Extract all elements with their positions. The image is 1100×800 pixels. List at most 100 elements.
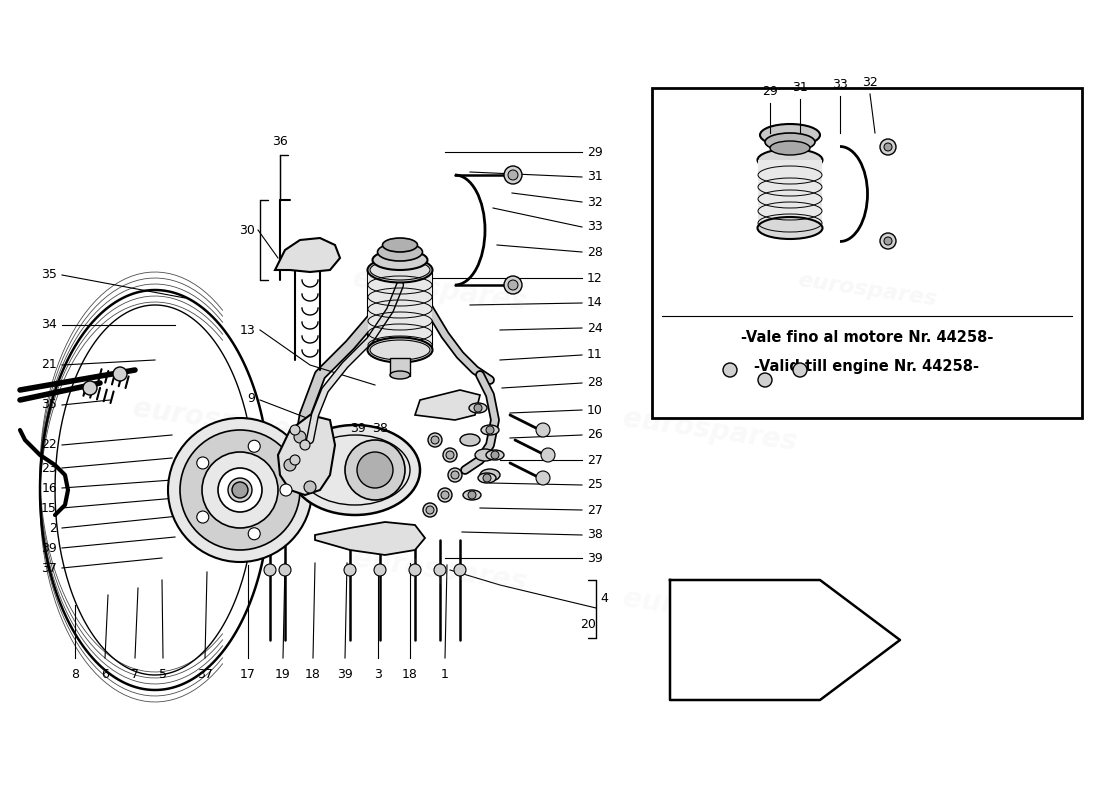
Ellipse shape: [367, 338, 432, 362]
Circle shape: [113, 367, 127, 381]
Circle shape: [82, 381, 97, 395]
Circle shape: [409, 564, 421, 576]
Text: 28: 28: [587, 377, 603, 390]
Ellipse shape: [770, 141, 810, 155]
Ellipse shape: [481, 425, 499, 435]
Circle shape: [431, 436, 439, 444]
Circle shape: [880, 139, 896, 155]
Ellipse shape: [478, 473, 496, 483]
Circle shape: [884, 237, 892, 245]
Text: 11: 11: [587, 349, 603, 362]
Circle shape: [443, 448, 456, 462]
Circle shape: [541, 448, 556, 462]
Text: 13: 13: [240, 323, 255, 337]
Text: eurospares: eurospares: [351, 544, 529, 596]
Text: 27: 27: [587, 454, 603, 466]
Text: 31: 31: [587, 170, 603, 183]
Circle shape: [284, 459, 296, 471]
Text: -Vale fino al motore Nr. 44258-: -Vale fino al motore Nr. 44258-: [740, 330, 993, 346]
Circle shape: [880, 233, 896, 249]
Circle shape: [468, 491, 476, 499]
Polygon shape: [670, 580, 900, 700]
Circle shape: [438, 488, 452, 502]
Text: 35: 35: [41, 269, 57, 282]
Ellipse shape: [475, 449, 495, 461]
Text: 38: 38: [587, 529, 603, 542]
Text: 10: 10: [587, 403, 603, 417]
Circle shape: [280, 484, 292, 496]
Circle shape: [486, 426, 494, 434]
Circle shape: [428, 433, 442, 447]
Text: 33: 33: [832, 78, 848, 91]
Text: 33: 33: [587, 221, 603, 234]
Text: 37: 37: [197, 668, 213, 681]
Text: 23: 23: [42, 462, 57, 474]
Text: 27: 27: [587, 503, 603, 517]
Circle shape: [228, 478, 252, 502]
Ellipse shape: [373, 250, 428, 270]
Text: 19: 19: [275, 668, 290, 681]
Text: 17: 17: [240, 668, 256, 681]
Text: eurospares: eurospares: [690, 621, 850, 659]
Circle shape: [304, 481, 316, 493]
Polygon shape: [315, 522, 425, 555]
Text: 2: 2: [50, 522, 57, 534]
Circle shape: [536, 471, 550, 485]
Text: 30: 30: [239, 223, 255, 237]
Ellipse shape: [383, 238, 418, 252]
Ellipse shape: [463, 490, 481, 500]
Circle shape: [180, 430, 300, 550]
Ellipse shape: [486, 450, 504, 460]
Circle shape: [491, 451, 499, 459]
Circle shape: [290, 425, 300, 435]
Circle shape: [294, 431, 306, 443]
Circle shape: [168, 418, 312, 562]
Ellipse shape: [377, 243, 422, 261]
Circle shape: [197, 457, 209, 469]
Text: 29: 29: [587, 146, 603, 158]
Ellipse shape: [460, 434, 480, 446]
Circle shape: [758, 373, 772, 387]
Circle shape: [793, 363, 807, 377]
Text: 26: 26: [587, 429, 603, 442]
Ellipse shape: [290, 425, 420, 515]
Circle shape: [483, 474, 491, 482]
FancyBboxPatch shape: [652, 88, 1082, 418]
Ellipse shape: [758, 149, 823, 171]
Circle shape: [448, 468, 462, 482]
Text: 32: 32: [587, 195, 603, 209]
Circle shape: [884, 143, 892, 151]
Circle shape: [723, 363, 737, 377]
Circle shape: [202, 452, 278, 528]
Circle shape: [345, 440, 405, 500]
Text: 7: 7: [131, 668, 139, 681]
Text: 1: 1: [441, 668, 449, 681]
Ellipse shape: [367, 258, 432, 282]
Text: 29: 29: [762, 85, 778, 98]
Circle shape: [358, 452, 393, 488]
Text: 5: 5: [160, 668, 167, 681]
Ellipse shape: [760, 124, 820, 146]
Text: 3: 3: [374, 668, 382, 681]
Text: 38: 38: [372, 422, 388, 435]
Ellipse shape: [469, 403, 487, 413]
Circle shape: [279, 564, 292, 576]
Text: eurospares: eurospares: [131, 394, 309, 446]
Circle shape: [504, 166, 522, 184]
Text: 12: 12: [587, 271, 603, 285]
Circle shape: [426, 506, 434, 514]
Bar: [390, 358, 410, 376]
Text: eurospares: eurospares: [796, 270, 938, 310]
Circle shape: [508, 280, 518, 290]
Text: eurospares: eurospares: [621, 404, 799, 456]
Circle shape: [441, 491, 449, 499]
Circle shape: [344, 564, 356, 576]
Circle shape: [249, 440, 261, 452]
Circle shape: [374, 564, 386, 576]
Polygon shape: [275, 238, 340, 272]
Text: 35: 35: [41, 398, 57, 411]
Circle shape: [446, 451, 454, 459]
Text: 8: 8: [72, 668, 79, 681]
Circle shape: [536, 423, 550, 437]
Text: 28: 28: [587, 246, 603, 258]
